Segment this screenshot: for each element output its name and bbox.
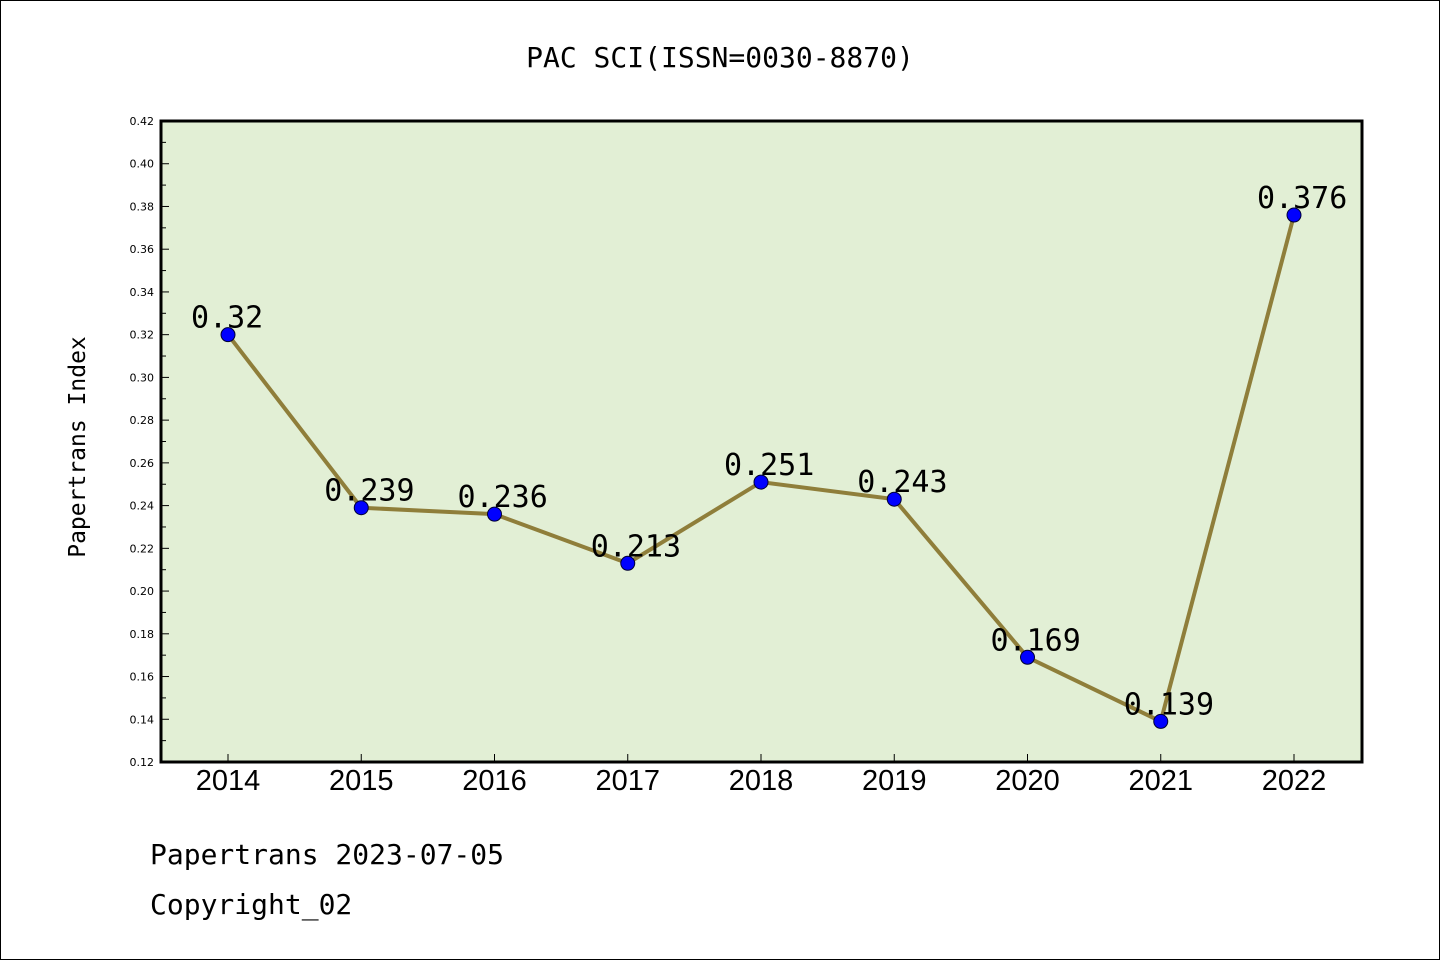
y-tick-label: 0.20: [130, 585, 155, 598]
y-tick-label: 0.30: [130, 371, 155, 384]
plot-area: [159, 119, 1364, 764]
y-tick-label: 0.40: [130, 158, 155, 171]
data-label: 0.169: [991, 623, 1081, 658]
y-tick-label: 0.38: [130, 200, 155, 213]
x-tick-label: 2015: [329, 765, 394, 797]
x-tick-label: 2019: [862, 765, 927, 797]
y-tick-label: 0.32: [130, 329, 155, 342]
data-label: 0.139: [1124, 687, 1214, 722]
y-tick-label: 0.22: [130, 542, 155, 555]
data-point-marker: [1153, 713, 1169, 729]
data-point-marker: [353, 500, 369, 516]
footer-copyright: Copyright_02: [150, 888, 352, 922]
y-tick-label: 0.14: [130, 713, 155, 726]
data-label: 0.213: [591, 529, 681, 564]
data-label: 0.32: [191, 301, 263, 336]
x-tick-label: 2017: [595, 765, 660, 797]
y-tick-label: 0.36: [130, 243, 155, 256]
x-tick-label: 2016: [462, 765, 527, 797]
y-tick-label: 0.26: [130, 457, 155, 470]
y-axis-label: Papertrans Index: [65, 336, 91, 558]
y-axis: 0.12 0.14 0.16 0.18 0.20 0.22 0.24 0.26 0.28 0.30…: [130, 115, 169, 769]
x-axis: 2014 2015 2016 2017 2018 2019 2020 2021 2022: [196, 754, 1327, 797]
data-point-marker: [886, 491, 902, 507]
data-label: 0.239: [324, 474, 414, 509]
y-tick-label: 0.24: [130, 500, 155, 513]
y-tick-label: 0.28: [130, 414, 155, 427]
y-tick-label: 0.42: [130, 115, 155, 128]
y-tick-label: 0.12: [130, 756, 155, 769]
marker-group: [220, 207, 1302, 729]
data-label: 0.251: [724, 448, 814, 483]
x-tick-label: 2018: [729, 765, 794, 797]
y-tick-label: 0.34: [130, 286, 155, 299]
data-label-group: 0.32 0.239 0.236 0.213 0.251 0.243 0.169 0.139 0…: [191, 181, 1347, 722]
data-point-marker: [220, 327, 236, 343]
y-tick-label: 0.16: [130, 671, 155, 684]
y-tick-label: 0.18: [130, 628, 155, 641]
data-point-marker: [1020, 649, 1035, 665]
chart-title: PAC SCI(ISSN=0030-8870): [526, 41, 914, 74]
data-label: 0.236: [458, 480, 548, 515]
data-label: 0.376: [1257, 181, 1347, 216]
data-label: 0.243: [857, 465, 947, 500]
x-tick-label: 2014: [196, 765, 261, 797]
data-point-marker: [487, 506, 502, 522]
x-tick-label: 2022: [1262, 765, 1327, 797]
data-point-marker: [620, 555, 636, 571]
data-point-marker: [1286, 207, 1302, 223]
x-tick-label: 2021: [1128, 765, 1193, 797]
data-point-marker: [753, 474, 769, 490]
footer-date-line: Papertrans 2023-07-05: [150, 838, 504, 871]
x-tick-label: 2020: [995, 765, 1060, 797]
